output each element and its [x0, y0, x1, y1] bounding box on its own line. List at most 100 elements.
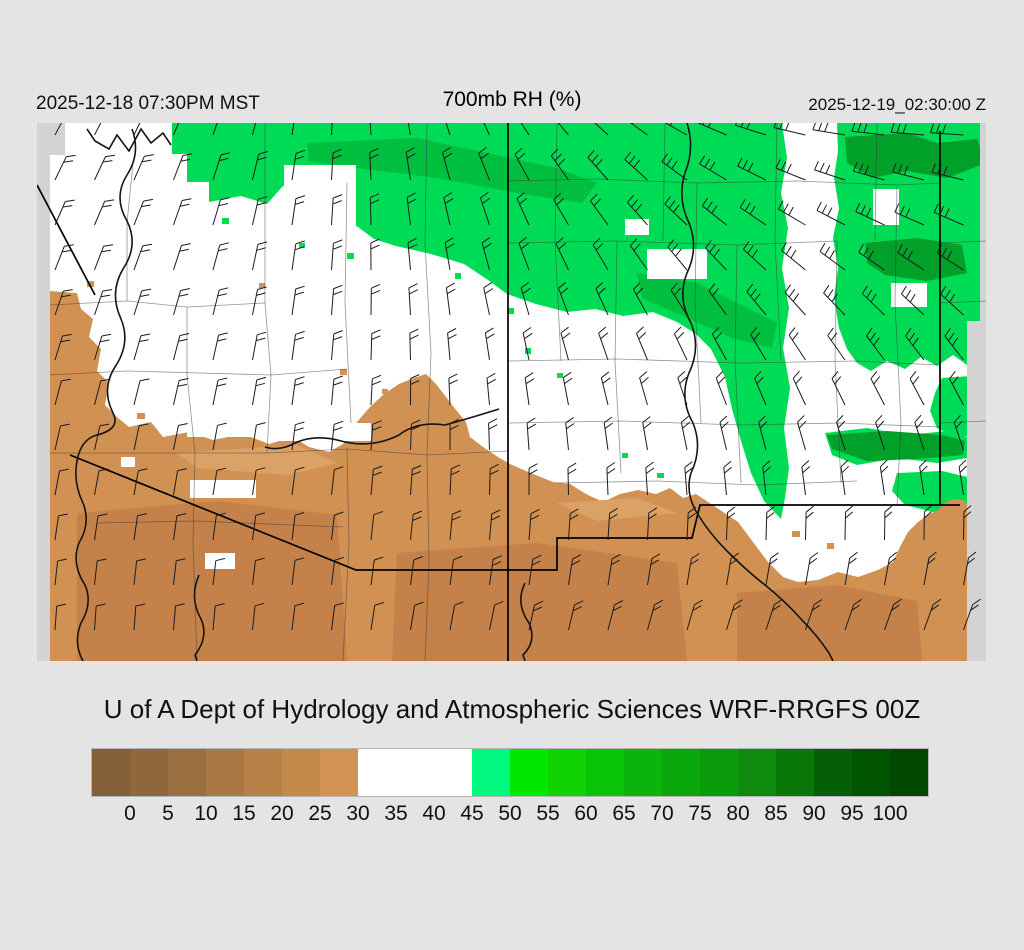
colorbar-block [548, 749, 586, 796]
wind-barb [331, 194, 343, 226]
wind-barb [252, 286, 267, 316]
wind-barb [567, 462, 577, 496]
field-speck [299, 243, 305, 248]
wind-barb [750, 327, 767, 361]
wind-barb [331, 420, 344, 451]
wind-barb [54, 244, 74, 271]
wind-barb [642, 416, 652, 451]
field-region [77, 501, 347, 661]
wind-barb [212, 557, 226, 586]
field-speck [275, 423, 371, 441]
field-region [557, 498, 677, 521]
wind-barb [54, 513, 68, 541]
colorbar-tick-label: 85 [764, 802, 788, 825]
field-speck [259, 283, 265, 288]
wind-barb [370, 465, 383, 496]
wind-barb [901, 285, 925, 316]
boundary-line [734, 244, 742, 484]
boundary-line [342, 448, 350, 661]
wind-barb [805, 599, 823, 631]
colorbar-block [434, 749, 472, 796]
wind-barb [331, 239, 343, 271]
colorbar-tick-label: 55 [536, 802, 560, 825]
wind-barb [684, 461, 694, 496]
wind-barb [607, 507, 618, 541]
field-region [845, 133, 986, 178]
field-region [307, 138, 597, 203]
wind-barb [212, 152, 231, 181]
wind-barb [639, 371, 649, 406]
wind-barb [409, 328, 419, 361]
wind-barb [568, 554, 582, 586]
boundary-line [939, 300, 986, 304]
wind-barb [715, 370, 727, 406]
wind-barb [936, 244, 964, 271]
wind-barb [54, 289, 73, 316]
boundary-line [694, 182, 702, 424]
wind-barb [291, 285, 305, 316]
field-region [392, 543, 687, 661]
wind-barb [568, 508, 579, 541]
boundary-line [520, 582, 533, 661]
wind-barb [369, 147, 379, 181]
wind-barb [879, 459, 889, 496]
colorbar-block [738, 749, 776, 796]
field-speck [980, 123, 986, 323]
valid-local-time: 2025-12-18 07:30PM MST [36, 93, 260, 114]
wind-barb [370, 374, 382, 406]
wind-barb [252, 422, 266, 451]
wind-barb [370, 511, 383, 541]
wind-barb [331, 602, 344, 631]
wind-barb [661, 153, 688, 181]
wind-barb [133, 603, 146, 631]
wind-barb [173, 333, 190, 361]
field-speck [525, 348, 531, 354]
boundary-line [424, 123, 432, 456]
wind-barb [603, 416, 613, 451]
wind-barb [410, 510, 423, 541]
wind-barb [940, 285, 964, 316]
wind-barb [558, 281, 569, 316]
wind-barb [792, 370, 806, 406]
wind-barb [291, 330, 305, 361]
field-speck [200, 175, 206, 181]
wind-barb [408, 283, 419, 316]
wind-barb [844, 551, 858, 586]
wind-barb [606, 462, 616, 496]
wind-barb [212, 197, 230, 226]
colorbar-block [586, 749, 624, 796]
wind-barb [173, 123, 180, 136]
wind-barb [410, 556, 423, 586]
wind-barb [673, 326, 688, 361]
wind-barb [897, 244, 925, 271]
colorbar-tick-label: 100 [872, 802, 908, 825]
wind-barb [560, 326, 571, 361]
wind-barb [94, 423, 110, 451]
wind-barb [805, 505, 814, 541]
wind-barb [686, 599, 703, 631]
wind-barb [814, 160, 846, 181]
wind-barb [54, 603, 67, 631]
colorbar-tick-label: 90 [802, 802, 826, 825]
wind-barb [94, 154, 115, 181]
wind-barb [252, 331, 267, 361]
wind-barb [844, 505, 854, 541]
colorbar-block [396, 749, 434, 796]
wind-barb [742, 241, 767, 271]
wind-barb [94, 468, 109, 496]
boundary-line [939, 420, 986, 424]
wind-barb [291, 557, 305, 586]
field-speck [967, 321, 986, 661]
boundary-line [264, 123, 272, 454]
field-speck [187, 423, 251, 437]
colorbar-block [206, 749, 244, 796]
wind-barb [173, 288, 191, 316]
wind-barb [94, 244, 114, 271]
wind-barb [923, 551, 937, 586]
wind-barb [370, 238, 380, 271]
wind-barb [94, 199, 115, 226]
wind-barb [528, 463, 538, 496]
wind-barb [784, 284, 806, 316]
boundary-line [614, 240, 622, 474]
colorbar-block [662, 749, 700, 796]
